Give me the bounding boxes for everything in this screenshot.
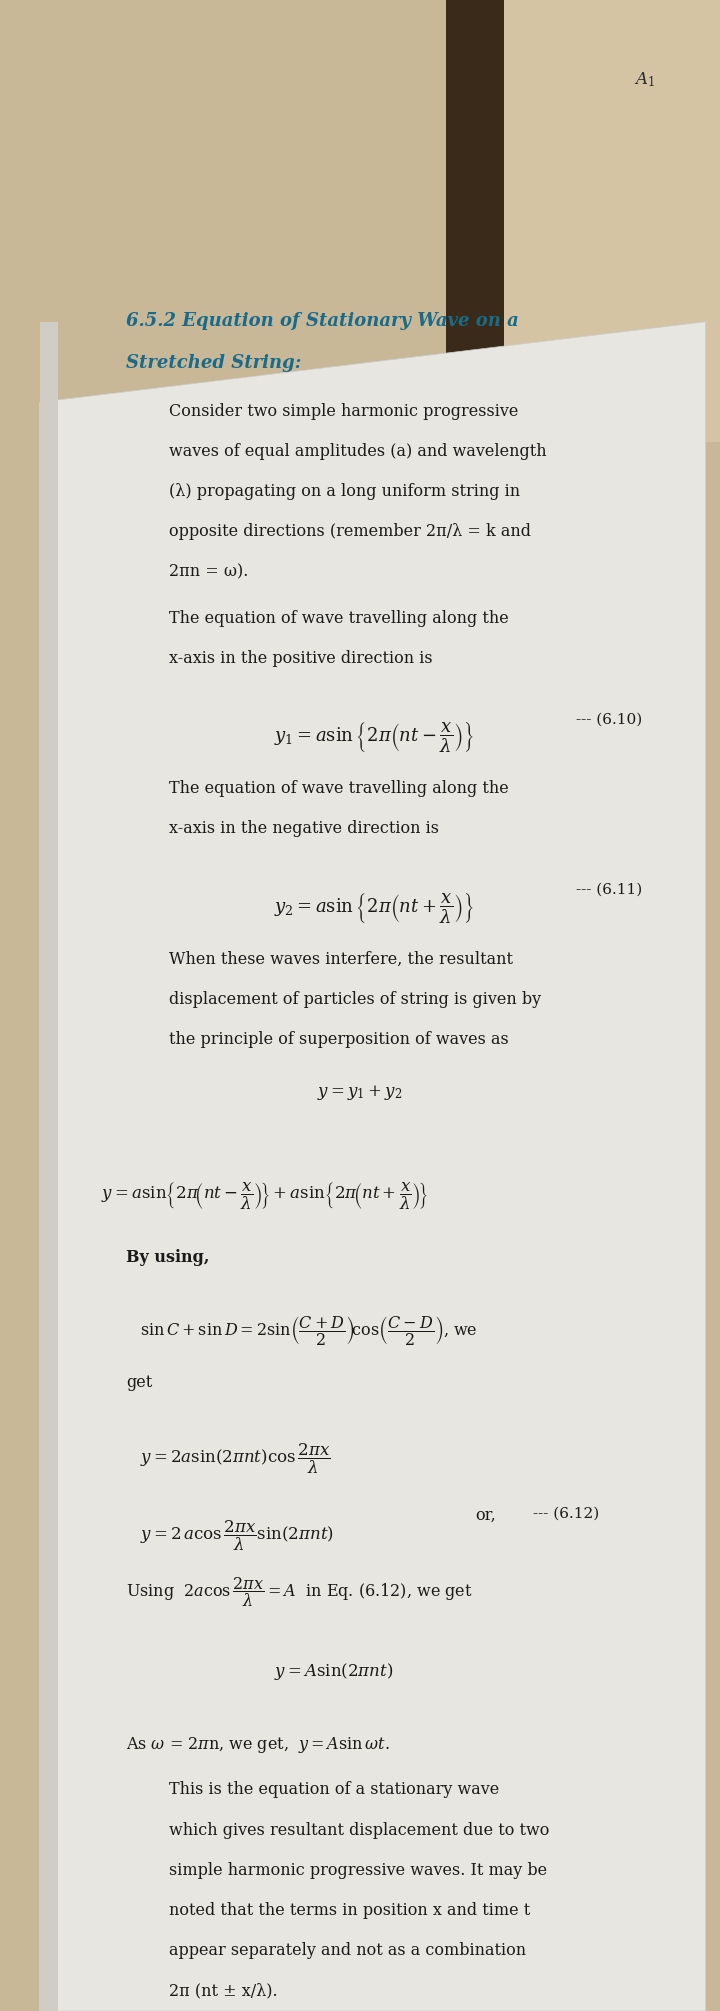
Text: x-axis in the positive direction is: x-axis in the positive direction is <box>169 650 433 668</box>
Text: which gives resultant displacement due to two: which gives resultant displacement due t… <box>169 1822 549 1838</box>
Text: $y = y_1 + y_2$: $y = y_1 + y_2$ <box>317 1084 402 1102</box>
Text: get: get <box>126 1374 152 1392</box>
Text: As $\omega$ = 2$\pi$n, we get,  $y = A\sin\omega t$.: As $\omega$ = 2$\pi$n, we get, $y = A\si… <box>126 1735 390 1756</box>
Text: the principle of superposition of waves as: the principle of superposition of waves … <box>169 1032 509 1048</box>
Text: x-axis in the negative direction is: x-axis in the negative direction is <box>169 820 439 837</box>
Text: The equation of wave travelling along the: The equation of wave travelling along th… <box>169 780 509 796</box>
Text: $\sin C + \sin D = 2\sin\!\left(\dfrac{C+D}{2}\right)\!\cos\!\left(\dfrac{C-D}{2: $\sin C + \sin D = 2\sin\!\left(\dfrac{C… <box>140 1313 478 1347</box>
Text: $y_2 = a\sin\left\{2\pi\left(nt + \dfrac{x}{\lambda}\right)\right\}$: $y_2 = a\sin\left\{2\pi\left(nt + \dfrac… <box>274 891 474 925</box>
Text: (λ) propagating on a long uniform string in: (λ) propagating on a long uniform string… <box>169 483 521 501</box>
Text: Consider two simple harmonic progressive: Consider two simple harmonic progressive <box>169 402 518 420</box>
Text: $y = a\sin\!\left\{2\pi\!\left(nt - \dfrac{x}{\lambda}\right)\!\right\} + a\sin\: $y = a\sin\!\left\{2\pi\!\left(nt - \dfr… <box>101 1180 428 1213</box>
Bar <box>446 0 504 442</box>
Text: $A_1$: $A_1$ <box>634 70 654 88</box>
Text: --- (6.11): --- (6.11) <box>576 883 642 897</box>
Text: Stretched String:: Stretched String: <box>126 354 302 372</box>
Text: $y = 2a\sin(2\pi nt)\cos\dfrac{2\pi x}{\lambda}$: $y = 2a\sin(2\pi nt)\cos\dfrac{2\pi x}{\… <box>140 1442 331 1476</box>
Text: By using,: By using, <box>126 1249 210 1265</box>
Text: displacement of particles of string is given by: displacement of particles of string is g… <box>169 991 541 1008</box>
Text: $y_1 = a\sin\left\{2\pi\left(nt - \dfrac{x}{\lambda}\right)\right\}$: $y_1 = a\sin\left\{2\pi\left(nt - \dfrac… <box>274 720 474 754</box>
Text: opposite directions (remember 2π/λ = k and: opposite directions (remember 2π/λ = k a… <box>169 523 531 541</box>
Text: This is the equation of a stationary wave: This is the equation of a stationary wav… <box>169 1782 500 1798</box>
Text: 2π (nt ± x/λ).: 2π (nt ± x/λ). <box>169 1983 278 1999</box>
Text: $y = A\sin(2\pi nt)$: $y = A\sin(2\pi nt)$ <box>274 1661 393 1681</box>
Text: appear separately and not as a combination: appear separately and not as a combinati… <box>169 1943 526 1959</box>
Text: When these waves interfere, the resultant: When these waves interfere, the resultan… <box>169 951 513 967</box>
Text: $y = 2\,a\cos\dfrac{2\pi x}{\lambda}\sin(2\pi nt)$: $y = 2\,a\cos\dfrac{2\pi x}{\lambda}\sin… <box>140 1518 334 1552</box>
Text: or,: or, <box>475 1506 496 1524</box>
Text: noted that the terms in position x and time t: noted that the terms in position x and t… <box>169 1902 531 1918</box>
Text: 2πn = ω).: 2πn = ω). <box>169 563 248 581</box>
Text: simple harmonic progressive waves. It may be: simple harmonic progressive waves. It ma… <box>169 1862 547 1878</box>
Polygon shape <box>40 322 706 2011</box>
Bar <box>40 322 58 2011</box>
Text: --- (6.12): --- (6.12) <box>533 1506 599 1520</box>
Bar <box>0 0 720 442</box>
Text: --- (6.10): --- (6.10) <box>576 712 642 726</box>
Text: Using  $2a\cos\dfrac{2\pi x}{\lambda} = A$  in Eq. (6.12), we get: Using $2a\cos\dfrac{2\pi x}{\lambda} = A… <box>126 1575 473 1609</box>
Text: waves of equal amplitudes (a) and wavelength: waves of equal amplitudes (a) and wavele… <box>169 442 546 461</box>
Text: The equation of wave travelling along the: The equation of wave travelling along th… <box>169 609 509 627</box>
Text: 6.5.2 Equation of Stationary Wave on a: 6.5.2 Equation of Stationary Wave on a <box>126 312 518 330</box>
Bar <box>504 0 720 442</box>
